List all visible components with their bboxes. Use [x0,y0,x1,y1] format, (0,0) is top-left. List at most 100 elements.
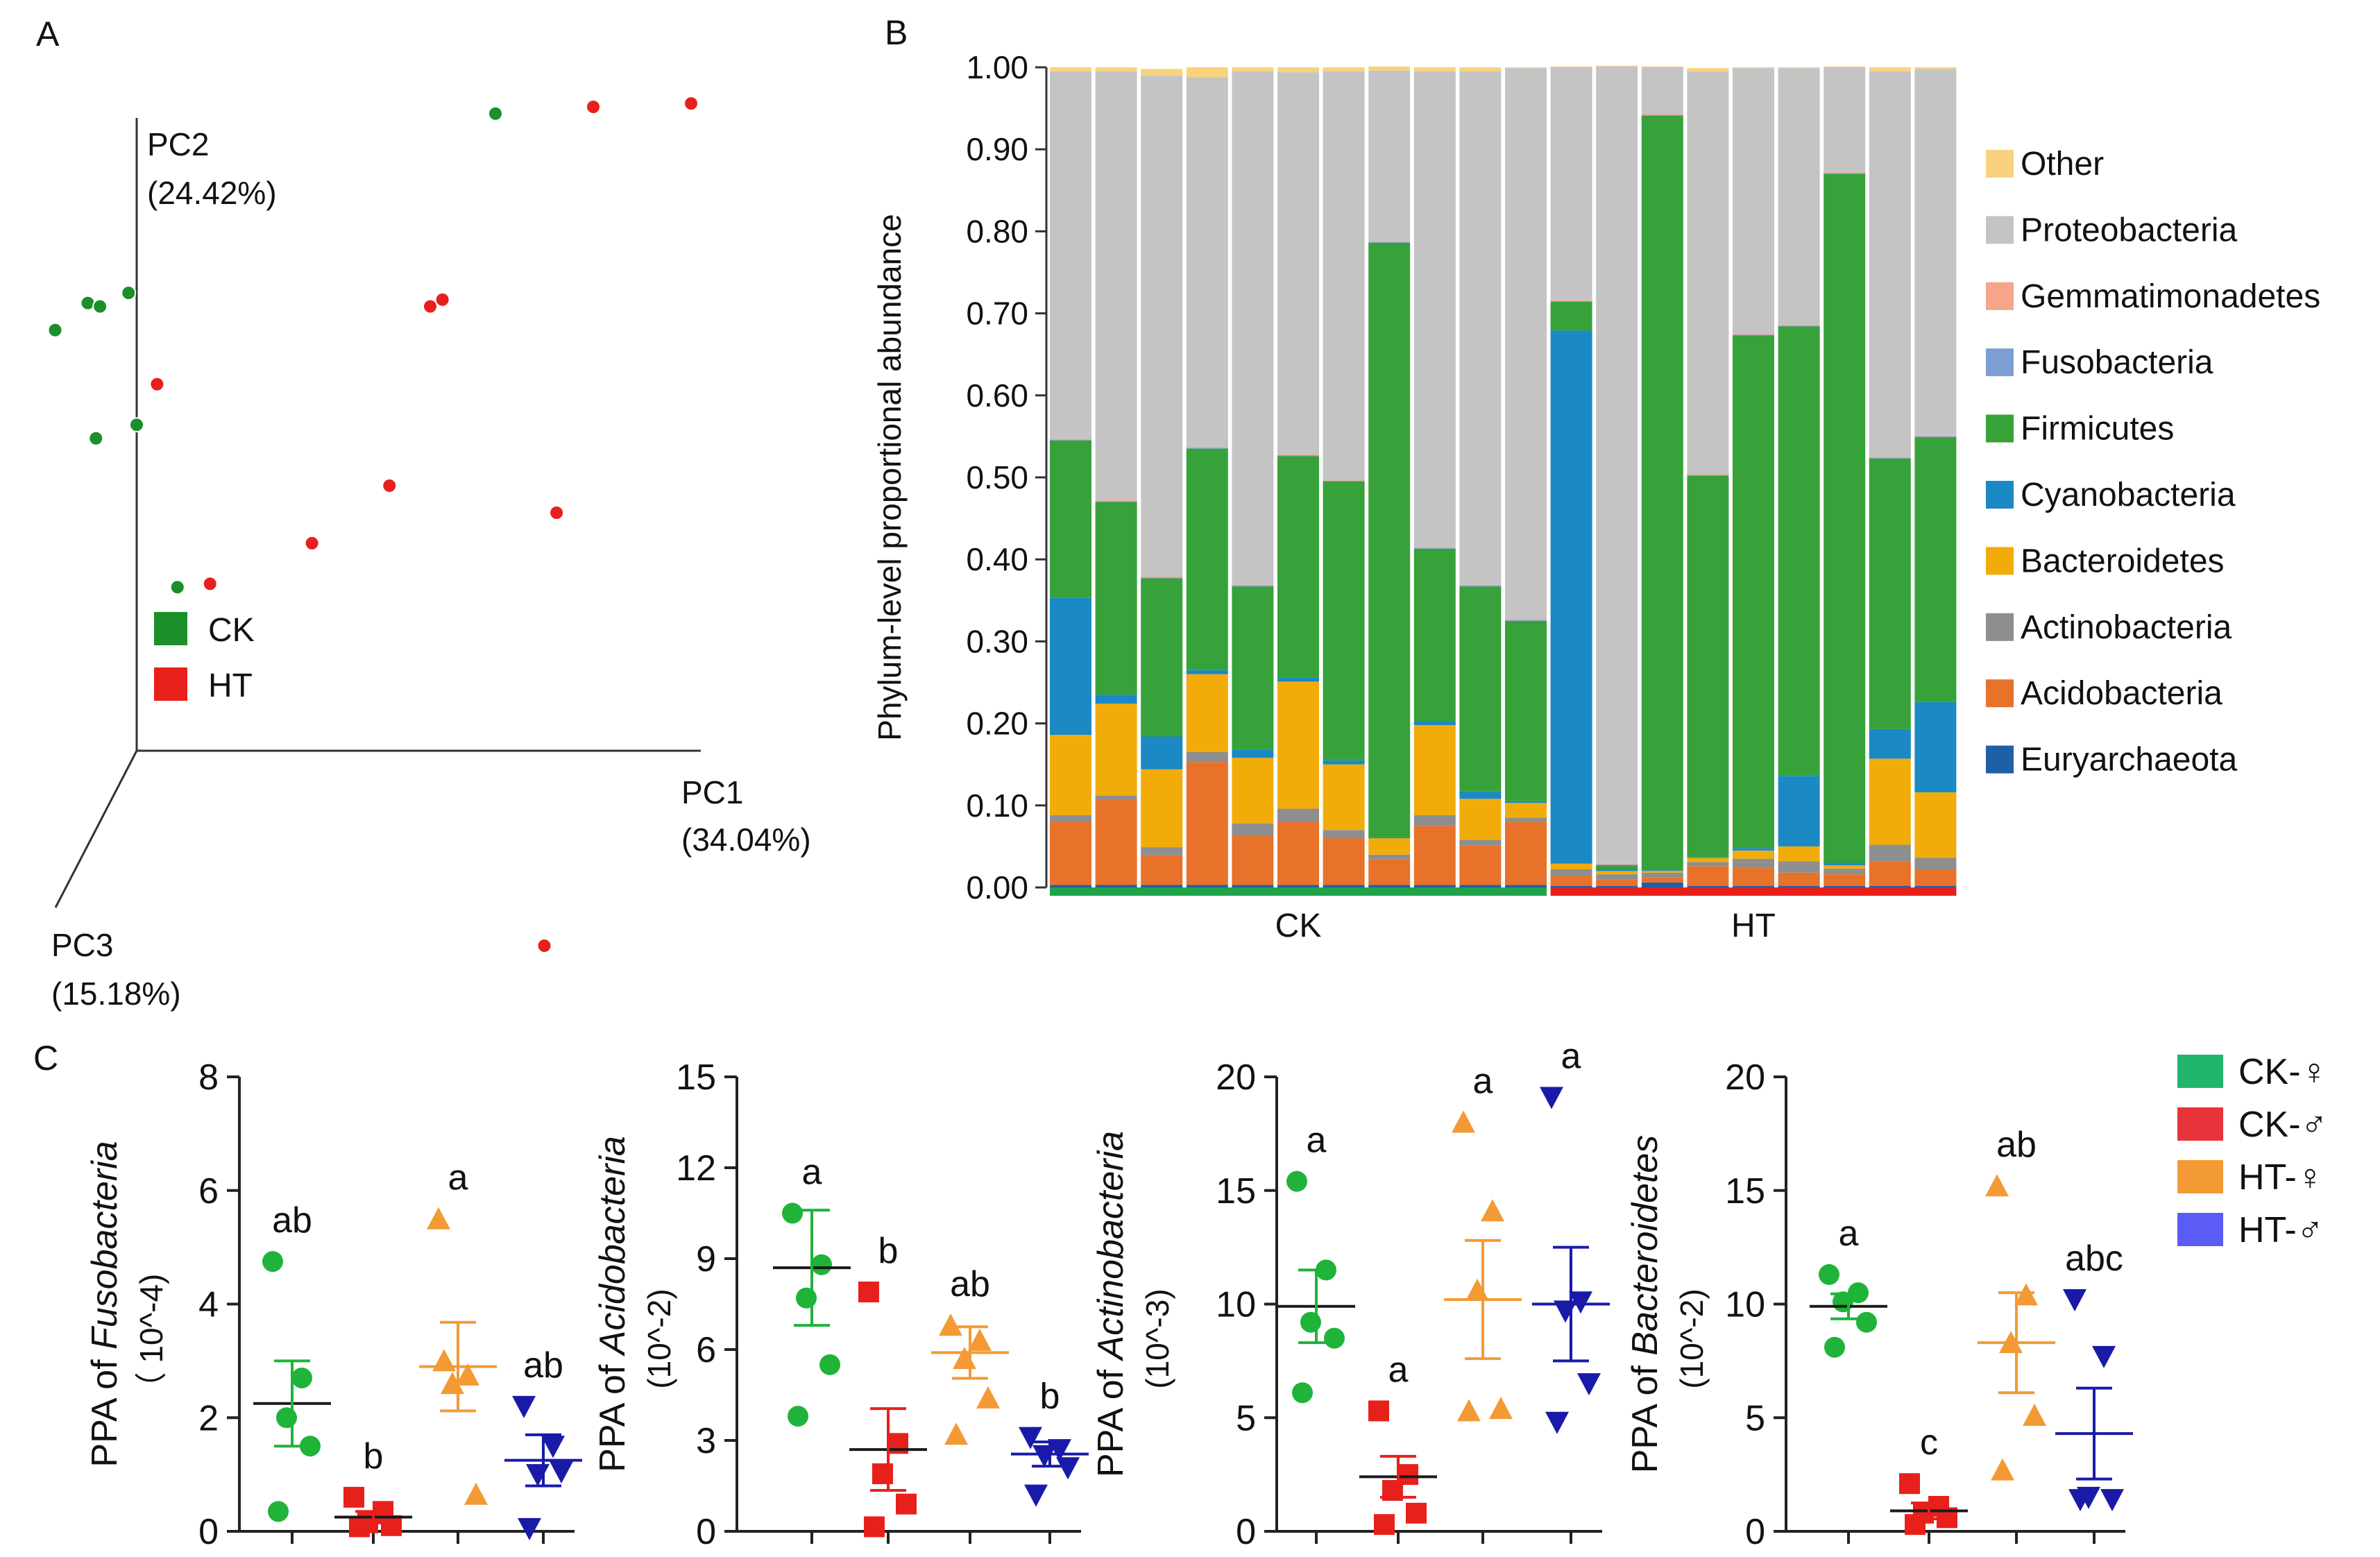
data-point [2023,1403,2046,1426]
bar-segment-actinobacteria [1368,854,1411,860]
data-point [1024,1484,1048,1507]
bar-segment-other [1141,69,1183,76]
pc3-variance-label: (15.18%) [51,976,181,1012]
significance-letter: a [1473,1062,1493,1102]
data-point [1374,1514,1395,1535]
bar-segment-euryarchaeota [1914,885,1957,887]
legend-label-acidobacteria: Acidobacteria [2021,675,2222,712]
group-bar-ck [1050,887,1547,896]
bar-segment-acidobacteria [1641,877,1683,883]
bar-segment-bacteroidetes [1413,724,1456,815]
pca-point-ht [382,478,398,493]
bar-segment-actinobacteria [1459,840,1502,846]
legend-swatch [2177,1160,2223,1193]
bar-segment-euryarchaeota [1186,885,1228,887]
y-axis-title: PPA of Fusobacteria [85,1141,125,1467]
bar-segment-euryarchaeota [1505,885,1547,887]
bar-segment-euryarchaeota [1596,885,1638,887]
bar-segment-cyanobacteria [1641,870,1683,871]
bar-segment-acidobacteria [1824,874,1866,886]
bar-segment-acidobacteria [1277,822,1319,885]
panel-label-a: A [36,15,60,53]
y-axis-title: Phylum-level proportional abundance [872,214,908,740]
bar-segment-gemmatimonadetes [1095,500,1137,502]
bar-segment-actinobacteria [1505,817,1547,822]
legend-label-proteobacteria: Proteobacteria [2021,212,2237,248]
bar-segment-firmicutes [1368,242,1411,837]
data-point [343,1486,364,1508]
panel-label-c: C [33,1039,58,1078]
data-point [1577,1373,1601,1396]
bar-segment-firmicutes [1505,620,1547,801]
y-tick-label: 3 [696,1421,716,1461]
bar-segment-bacteroidetes [1459,799,1502,840]
bar-segment-acidobacteria [1413,826,1456,885]
data-point [526,1464,550,1487]
legend-label: HT-♀ [2238,1157,2324,1198]
bar-segment-acidobacteria [1050,822,1091,885]
legend-swatch-other [1986,150,2014,178]
bar-segment-other [1778,67,1820,69]
bar-segment-proteobacteria [1232,71,1274,585]
bar-segment-gemmatimonadetes [1596,863,1638,865]
y-tick-label: 1.00 [966,49,1028,85]
bar-segment-acidobacteria [1141,855,1183,885]
data-point [2063,1288,2086,1311]
bar-segment-gemmatimonadetes [1186,447,1228,448]
bar-segment-actinobacteria [1232,823,1274,836]
stacked-bar-panel: 0.00 0.10 0.20 0.30 0.40 0.50 0.60 0.70 0.80 0.90… [872,49,2320,944]
bar-segment-cyanobacteria [1505,801,1547,803]
bar-segment-proteobacteria [1095,71,1137,501]
bar-segment-acidobacteria [1869,861,1911,886]
y-tick-label: 5 [1236,1398,1256,1438]
y-axis-title-taxon: Actinobacteria [1091,1131,1131,1362]
bar-segment-fusobacteria [1368,241,1411,243]
bar-segment-actinobacteria [1413,815,1456,826]
bar-segment-actinobacteria [1596,874,1638,880]
pc1-variance-label: (34.04%) [681,822,811,858]
bar-segment-euryarchaeota [1050,885,1091,887]
bar-segment-actinobacteria [1141,847,1183,856]
data-point [796,1287,817,1309]
pca-point-ht [202,576,218,592]
bar-segment-acidobacteria [1733,867,1774,886]
y-tick-label: 0 [1745,1512,1765,1552]
bar-segment-proteobacteria [1186,77,1228,448]
bar-segment-gemmatimonadetes [1824,172,1866,173]
y-tick-label: 12 [676,1148,716,1189]
significance-letter: a [1307,1121,1327,1161]
pca-point-ht [423,298,438,314]
bar-segment-firmicutes [1232,586,1274,750]
significance-letter: ab [950,1264,990,1304]
data-point [1905,1514,1926,1535]
y-tick-label: 10 [1725,1285,1765,1325]
bar-segment-euryarchaeota [1277,885,1319,887]
bar-segment-other [1277,67,1319,73]
data-point [788,1406,808,1427]
significance-letter: b [1040,1377,1060,1417]
data-point [541,1436,565,1458]
data-point [872,1463,893,1485]
legend-label-bacteroidetes: Bacteroidetes [2021,543,2225,579]
y-tick-label: 2 [198,1398,219,1438]
legend-swatch-ht [154,667,187,701]
bar-segment-fusobacteria [1095,501,1137,502]
bar-segment-actinobacteria [1869,844,1911,862]
significance-letter: b [878,1231,899,1271]
legend-label-actinobacteria: Actinobacteria [2021,609,2232,646]
y-tick-label: 0.60 [966,377,1028,414]
y-axis-unit: (10^-2) [641,1288,677,1388]
bar-segment-firmicutes [1869,458,1911,729]
bar-segment-bacteroidetes [1232,758,1274,824]
bar-segment-bacteroidetes [1323,764,1365,831]
y-tick-label: 0.10 [966,788,1028,824]
data-point [1540,1087,1563,1109]
data-point [456,1363,479,1386]
bar-segment-proteobacteria [1596,66,1638,864]
bar-segment-proteobacteria [1550,67,1592,300]
bar-segment-fusobacteria [1869,457,1911,459]
pca-point-ht [549,505,565,520]
y-tick-label: 20 [1216,1057,1256,1098]
pca-point-ck [129,417,144,433]
